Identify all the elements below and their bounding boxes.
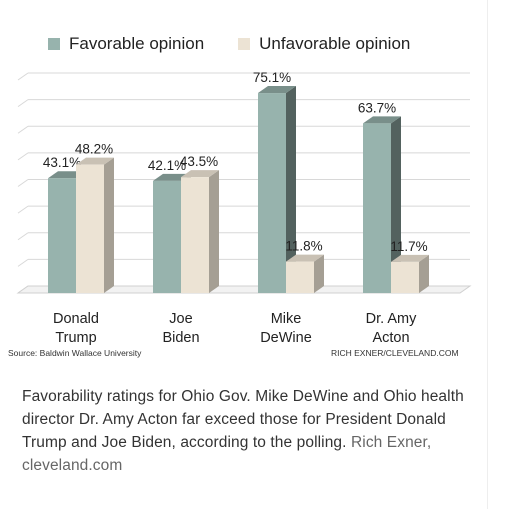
favorable-label-1: 42.1% [148,158,186,173]
gridline-side-80 [17,72,29,81]
caption-text: Favorability ratings for Ohio Gov. Mike … [22,388,464,451]
legend-swatch-unfavorable [238,38,251,50]
unfavorable-bar-0-side [104,157,114,293]
category-label-3-0: Dr. Amy [366,311,418,327]
unfavorable-bar-1 [181,177,209,293]
category-label-1-1: Biden [162,330,199,346]
unfavorable-bar-3-side [419,254,429,293]
unfavorable-label-0: 48.2% [75,142,113,157]
favorable-bar-2-top [258,86,296,94]
gridline-side-50 [17,152,29,161]
gridline-side-20 [17,232,29,241]
category-label-2-1: DeWine [260,330,312,346]
favorable-bar-0 [48,178,76,293]
unfavorable-bar-0-top [76,157,114,165]
favorable-label-2: 75.1% [253,70,291,85]
unfavorable-bar-3-top [391,254,429,262]
chart-credit: RICH EXNER/CLEVELAND.COM [331,348,459,358]
bar-chart: 43.1%48.2% Donald Trump 42.1%43.5% Joe Biden 7… [16,70,472,346]
legend-swatch-favorable [48,38,60,50]
figure-caption: Favorability ratings for Ohio Gov. Mike … [22,385,472,477]
chart-source: Source: Baldwin Wallace University [8,348,142,358]
favorable-bar-2 [258,93,286,293]
unfavorable-label-1: 43.5% [180,154,218,169]
unfavorable-bar-1-side [209,170,219,293]
favorable-bar-1 [153,180,181,293]
article-figure: 43.1% 48.2% Donald Trump 42.1% 43.5% Joe Biden 7… [8,0,488,509]
unfavorable-bar-2 [286,261,314,293]
gridline-side-60 [17,125,29,134]
favorable-label-3: 63.7% [358,100,396,115]
legend-item-unfavorable: Unfavorable opinion [238,34,410,54]
caption-credit: Rich Exner, cleveland.com [22,434,432,474]
category-label-1-0: Joe [169,311,192,327]
gridline-side-40 [17,179,29,187]
unfavorable-label-3: 11.7% [390,239,427,254]
chart-legend: Favorable opinion Unfavorable opinion [48,34,410,54]
favorable-bar-3-side [391,116,401,294]
category-label-0-0: Donald [53,311,99,327]
favorable-bar-3-top [363,116,401,124]
unfavorable-label-2: 11.8% [285,239,322,254]
favorable-bar-3 [363,123,391,294]
favorable-bar-2-side [286,86,296,293]
category-label-3-1: Acton [372,330,409,346]
category-label-0-1: Trump [55,330,96,346]
unfavorable-bar-2-side [314,254,324,293]
category-label-2-0: Mike [271,311,302,327]
gridline-side-10 [17,258,29,267]
favorable-label-0: 43.1% [43,155,81,170]
unfavorable-bar-3 [391,261,419,293]
gridline-side-30 [17,205,29,214]
legend-label-favorable: Favorable opinion [69,34,205,53]
gridline-side-70 [17,99,29,108]
unfavorable-bar-1-top [181,170,219,178]
unfavorable-bar-0 [76,164,104,293]
legend-item-favorable: Favorable opinion [48,34,204,54]
legend-label-unfavorable: Unfavorable opinion [259,34,411,53]
unfavorable-bar-2-top [286,254,324,262]
